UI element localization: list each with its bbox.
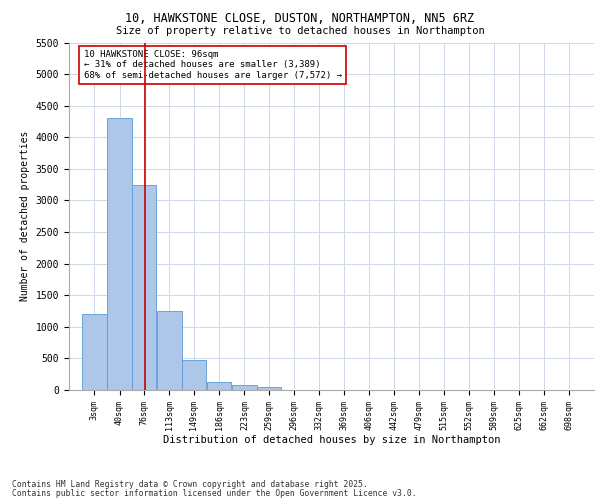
Bar — [157, 311, 182, 390]
Text: Contains HM Land Registry data © Crown copyright and database right 2025.: Contains HM Land Registry data © Crown c… — [12, 480, 368, 489]
Text: Contains public sector information licensed under the Open Government Licence v3: Contains public sector information licen… — [12, 488, 416, 498]
X-axis label: Distribution of detached houses by size in Northampton: Distribution of detached houses by size … — [163, 436, 500, 446]
Bar — [232, 386, 257, 390]
Bar — [207, 382, 232, 390]
Bar — [107, 118, 132, 390]
Text: 10, HAWKSTONE CLOSE, DUSTON, NORTHAMPTON, NN5 6RZ: 10, HAWKSTONE CLOSE, DUSTON, NORTHAMPTON… — [125, 12, 475, 26]
Y-axis label: Number of detached properties: Number of detached properties — [20, 131, 30, 302]
Bar — [82, 314, 107, 390]
Bar — [132, 184, 157, 390]
Text: 10 HAWKSTONE CLOSE: 96sqm
← 31% of detached houses are smaller (3,389)
68% of se: 10 HAWKSTONE CLOSE: 96sqm ← 31% of detac… — [83, 50, 341, 80]
Bar — [182, 360, 206, 390]
Text: Size of property relative to detached houses in Northampton: Size of property relative to detached ho… — [116, 26, 484, 36]
Bar — [257, 388, 281, 390]
